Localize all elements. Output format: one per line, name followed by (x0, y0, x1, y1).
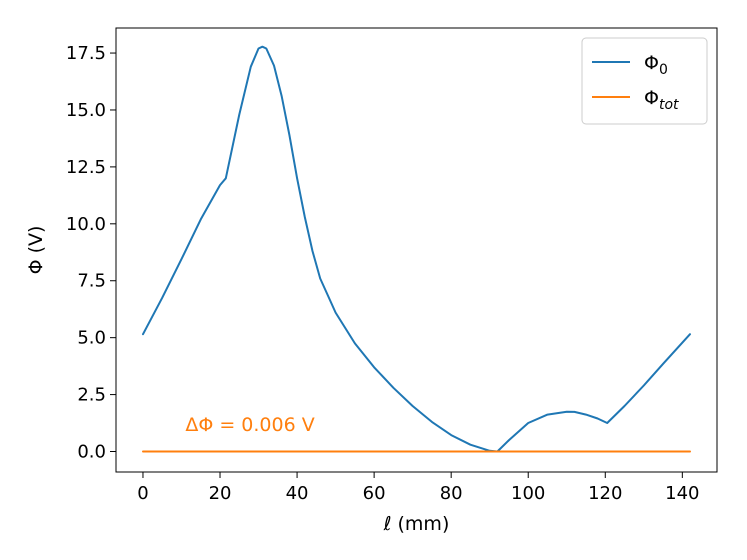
legend-label-base: Φ (644, 87, 659, 109)
x-tick-label: 40 (286, 483, 309, 504)
legend-label-subscript: 0 (659, 62, 668, 78)
x-tick-label: 20 (209, 483, 232, 504)
x-axis-label: ℓ (mm) (383, 513, 450, 535)
y-tick-label: 17.5 (66, 43, 106, 64)
x-tick-label: 120 (588, 483, 622, 504)
y-tick-label: 0.0 (77, 442, 106, 463)
series-line-0 (142, 45, 691, 453)
legend-box (581, 37, 708, 125)
annotation-label: ΔΦ = 0.006 V (185, 414, 314, 436)
legend-label: Φtot (644, 87, 679, 113)
plot-frame (115, 27, 718, 473)
x-tick-label: 0 (137, 483, 148, 504)
x-tick-label: 140 (665, 483, 699, 504)
y-tick-label: 7.5 (77, 271, 106, 292)
y-axis-label: Φ (V) (25, 226, 47, 275)
legend-label: Φ0 (644, 52, 668, 78)
y-tick-label: 5.0 (77, 328, 106, 349)
legend-label-subscript: tot (659, 97, 679, 113)
y-tick-label: 2.5 (77, 385, 106, 406)
legend-label-base: Φ (644, 52, 659, 74)
y-tick-label: 12.5 (66, 157, 106, 178)
x-tick-label: 80 (440, 483, 463, 504)
y-tick-label: 10.0 (66, 214, 106, 235)
x-tick-label: 100 (511, 483, 545, 504)
y-tick-label: 15.0 (66, 100, 106, 121)
x-tick-label: 60 (363, 483, 386, 504)
